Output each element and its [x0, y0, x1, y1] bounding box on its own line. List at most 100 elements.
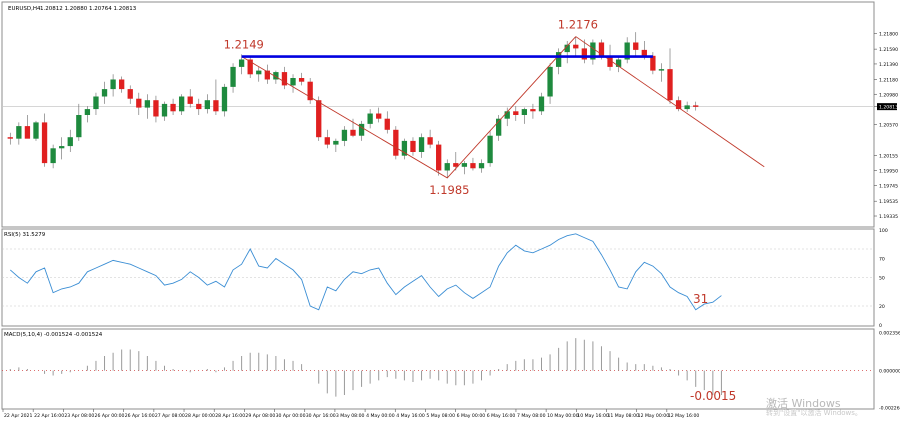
bear-candle — [513, 111, 519, 115]
bull-candle — [504, 111, 510, 119]
time-tick-label: 6 May 00:00 — [457, 413, 486, 419]
bull-candle — [590, 42, 596, 60]
bull-candle — [204, 100, 211, 110]
rsi-pane: RSI(5) 31.5279 100 70 50 20 0 31 — [1, 228, 888, 329]
rsi-tick-label: 50 — [879, 276, 885, 282]
bull-candle — [538, 96, 545, 112]
time-tick-label: 6 May 16:00 — [487, 413, 516, 419]
time-tick-label: 22 Apr 2021 — [4, 413, 32, 419]
time-tick-label: 28 Apr 16:00 — [215, 413, 245, 419]
bull-candle — [333, 140, 339, 145]
time-axis: 22 Apr 2021 22 Apr 16:00 23 Apr 08:00 26 Ap… — [2, 409, 700, 419]
bear-candle — [573, 44, 579, 49]
bear-candle — [316, 100, 322, 138]
price-tick-label: 1.19535 — [879, 199, 898, 205]
time-tick-label: 22 Apr 16:00 — [34, 413, 64, 419]
bull-candle — [555, 52, 562, 67]
bear-candle — [667, 69, 673, 101]
bull-candle — [84, 109, 91, 115]
bull-candle — [59, 146, 65, 149]
time-tick-label: 3 May 08:00 — [336, 413, 365, 419]
macd-tick-label: 0.002356 — [879, 330, 900, 336]
bear-candle — [119, 79, 125, 90]
bull-candle — [221, 86, 228, 112]
bear-candle — [436, 144, 442, 171]
bear-candle — [641, 49, 647, 56]
bear-candle — [324, 137, 330, 145]
bear-candle — [350, 129, 356, 136]
bear-candle — [470, 163, 476, 169]
price-tick-label: 1.19950 — [879, 169, 898, 175]
rsi-line — [9, 233, 722, 311]
bull-candle — [67, 137, 73, 147]
time-tick-label: 12 May 16:00 — [668, 413, 700, 419]
rsi-axis: 100 70 50 20 0 — [879, 228, 888, 329]
bear-candle — [153, 100, 159, 117]
macd-pane: MACD(5,10,4) -0.001524 -0.001524 0.00235… — [1, 328, 900, 411]
bear-candle — [453, 163, 459, 167]
bull-candle — [624, 42, 630, 60]
bear-candle — [127, 89, 133, 99]
price-pane: EURUSD,H4 1.20812 1.20880 1.20764 1.2081… — [1, 1, 898, 228]
price-tick-label: 1.21590 — [879, 47, 898, 53]
bull-candle — [658, 69, 665, 71]
price-tick-label: 1.20813 — [879, 105, 898, 111]
rsi-tick-label: 0 — [879, 323, 882, 329]
bull-candle — [16, 126, 22, 139]
price-annotation-label: 1.2149 — [224, 38, 264, 52]
price-tick-label: 1.20155 — [879, 153, 898, 159]
time-tick-label: 4 May 16:00 — [396, 413, 425, 419]
bull-candle — [684, 105, 690, 110]
rsi-last-value: 31 — [693, 292, 708, 306]
bear-candle — [307, 81, 313, 101]
rsi-indicator-label: RSI(5) 31.5279 — [4, 232, 46, 238]
time-tick-label: 7 May 08:00 — [517, 413, 546, 419]
bull-candle — [418, 137, 425, 152]
bull-candle — [161, 103, 168, 117]
price-axis: 1.21800 1.21590 1.21390 1.21180 1.20980 1.208… — [874, 32, 898, 220]
trendlines[interactable] — [241, 36, 765, 179]
bear-candle — [427, 137, 433, 145]
macd-tick-label: 0.000000 — [879, 369, 900, 375]
price-tick-label: 1.21800 — [879, 32, 898, 38]
windows-activation-hint: 转到"设置"以激活 Windows。 — [766, 409, 862, 417]
time-tick-label: 5 May 08:00 — [426, 413, 455, 419]
time-tick-label: 12 May 00:00 — [638, 413, 670, 419]
bull-candle — [495, 118, 502, 136]
symbol-header: EURUSD,H4 — [8, 6, 41, 12]
bull-candle — [33, 122, 39, 139]
time-tick-label: 26 Apr 16:00 — [125, 413, 155, 419]
bear-candle — [393, 129, 399, 156]
time-tick-label: 10 May 16:00 — [577, 413, 609, 419]
bull-candle — [401, 140, 408, 156]
bear-candle — [384, 118, 390, 130]
macd-axis: 0.002356 0.000000 -0.002264 — [879, 330, 900, 411]
bear-candle — [675, 100, 682, 110]
bull-candle — [256, 70, 262, 75]
time-tick-label: 28 Apr 00:00 — [185, 413, 215, 419]
time-tick-label: 30 Apr 00:00 — [276, 413, 306, 419]
bull-candle — [76, 115, 82, 138]
bull-candle — [487, 135, 493, 164]
bull-candle — [290, 78, 296, 86]
bear-candle — [7, 137, 13, 139]
bear-candle — [530, 109, 536, 112]
bear-candle — [247, 59, 253, 75]
trendline-zigzag — [241, 36, 577, 179]
price-tick-label: 1.19745 — [879, 184, 898, 190]
price-tick-label: 1.20980 — [879, 92, 898, 98]
price-annotation-label: 1.2176 — [558, 18, 598, 32]
bull-candle — [238, 59, 245, 67]
time-tick-label: 30 Apr 16:00 — [306, 413, 336, 419]
bull-candle — [615, 59, 622, 67]
macd-histogram — [9, 338, 722, 397]
time-tick-label: 26 Apr 00:00 — [95, 413, 125, 419]
price-tick-label: 1.20570 — [879, 123, 898, 129]
time-tick-label: 4 May 00:00 — [366, 413, 395, 419]
bull-candle — [521, 109, 528, 115]
bear-candle — [24, 126, 31, 139]
bull-candle — [367, 113, 373, 124]
bull-candle — [178, 96, 185, 112]
